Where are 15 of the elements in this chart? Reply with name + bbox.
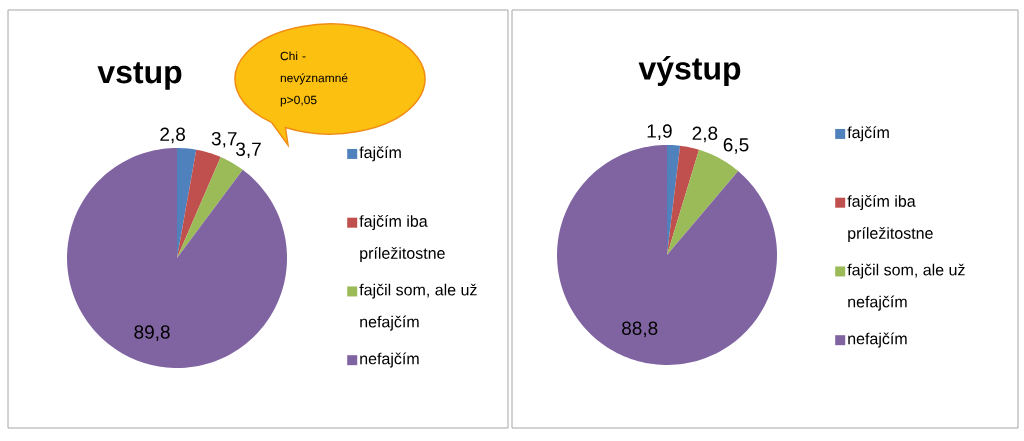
data-label: 3,7 bbox=[211, 131, 237, 148]
legend-label: nefajčím bbox=[848, 332, 907, 348]
data-label: 88,8 bbox=[622, 321, 658, 338]
data-label: 3,7 bbox=[236, 142, 261, 159]
legend-label: nefajčím bbox=[360, 352, 419, 368]
chart-title: vstup bbox=[97, 62, 182, 90]
legend-label: fajčím bbox=[847, 126, 889, 142]
text: Chi - nevýznamné p>0,05 bbox=[280, 51, 348, 107]
data-label: 89,8 bbox=[134, 325, 170, 341]
data-label: 2,8 bbox=[160, 127, 185, 144]
data-label: 1,9 bbox=[647, 124, 672, 140]
data-label: 6,5 bbox=[723, 138, 749, 154]
chart-title: výstup bbox=[638, 55, 741, 87]
data-label: 2,8 bbox=[692, 126, 718, 143]
legend-label: fajčím bbox=[359, 146, 401, 162]
